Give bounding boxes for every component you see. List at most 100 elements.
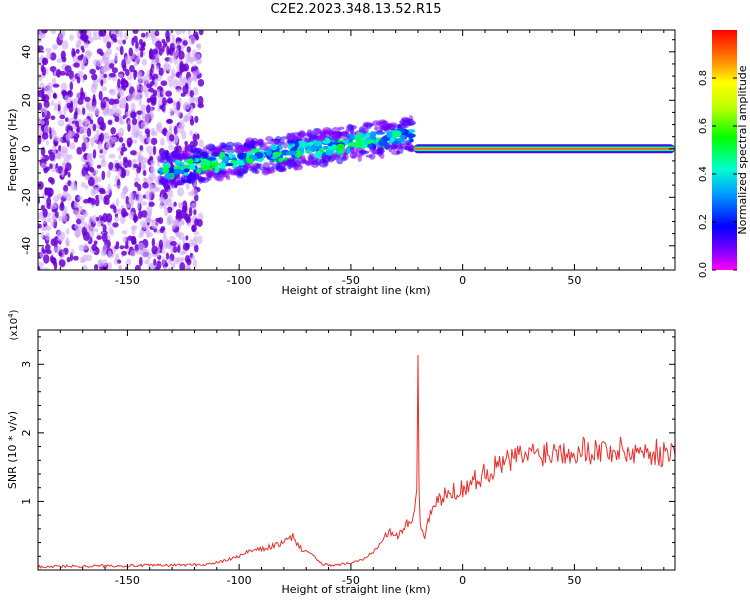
spectrogram-noise-speckle bbox=[175, 88, 182, 94]
snr-multiplier-base: (x10 bbox=[9, 318, 20, 341]
spectrogram-noise-speckle bbox=[93, 59, 100, 67]
spectrogram-noise-speckle bbox=[38, 223, 42, 229]
spectrogram-noise-speckle bbox=[193, 230, 200, 236]
spectrogram-signal-blob bbox=[278, 157, 283, 163]
spectrogram-noise-speckle bbox=[53, 136, 60, 142]
spectrogram-signal-blob bbox=[299, 154, 306, 162]
spectrogram-signal-blob bbox=[297, 140, 306, 148]
spectrogram-noise-speckle bbox=[81, 142, 87, 152]
spectrogram-noise-speckle bbox=[170, 245, 174, 254]
spectrogram-noise-speckle bbox=[92, 93, 96, 103]
spectrogram-noise-speckle bbox=[86, 153, 92, 162]
spectrogram-noise-speckle bbox=[188, 206, 193, 217]
spectrogram-noise-speckle bbox=[131, 117, 138, 126]
spectrogram-signal-blob bbox=[220, 170, 226, 175]
spectrogram-noise-speckle bbox=[95, 194, 100, 200]
spectrogram-signal-blob bbox=[400, 145, 411, 150]
spectrogram-x-tick-label: 0 bbox=[459, 274, 466, 287]
spectrogram-noise-speckle bbox=[152, 48, 159, 55]
spectrogram-noise-speckle bbox=[72, 106, 77, 111]
spectrogram-noise-speckle bbox=[117, 132, 124, 137]
spectrogram-noise-speckle bbox=[158, 196, 165, 203]
spectrogram-noise-speckle bbox=[85, 254, 93, 262]
spectrogram-noise-speckle bbox=[167, 267, 173, 270]
spectrogram-noise-speckle bbox=[118, 154, 122, 160]
spectrogram-noise-speckle bbox=[146, 205, 153, 213]
spectrogram-noise-speckle bbox=[116, 208, 121, 213]
spectrogram-noise-speckle bbox=[56, 68, 62, 78]
spectrogram-noise-speckle bbox=[150, 30, 155, 41]
spectrogram-noise-speckle bbox=[170, 262, 176, 269]
spectrogram-noise-speckle bbox=[136, 70, 143, 78]
spectrogram-noise-speckle bbox=[101, 170, 106, 181]
spectrogram-noise-speckle bbox=[142, 164, 146, 171]
spectrogram-noise-speckle bbox=[197, 95, 204, 106]
spectrogram-noise-speckle bbox=[59, 70, 66, 76]
spectrogram-noise-speckle bbox=[40, 266, 45, 270]
spectrogram-noise-speckle bbox=[101, 56, 108, 64]
spectrogram-noise-speckle bbox=[146, 145, 153, 154]
spectrogram-noise-speckle bbox=[175, 211, 182, 219]
spectrogram-signal-blob bbox=[388, 124, 396, 129]
spectrogram-noise-speckle bbox=[83, 42, 89, 49]
spectrogram-signal-blob bbox=[325, 128, 333, 136]
spectrogram-noise-speckle bbox=[101, 266, 107, 270]
spectrogram-noise-speckle bbox=[93, 240, 98, 245]
spectrogram-noise-speckle bbox=[173, 201, 177, 207]
spectrogram-noise-speckle bbox=[91, 243, 98, 252]
spectrogram-noise-speckle bbox=[93, 175, 99, 185]
spectrogram-noise-speckle bbox=[136, 123, 140, 133]
spectrogram-noise-speckle bbox=[186, 258, 192, 266]
spectrogram-noise-speckle bbox=[59, 203, 65, 211]
spectrogram-noise-speckle bbox=[91, 73, 98, 81]
spectrogram-noise-speckle bbox=[172, 246, 178, 253]
spectrogram-signal-blob bbox=[164, 172, 173, 180]
spectrogram-noise-speckle bbox=[184, 140, 188, 146]
spectrogram-signal-blob bbox=[187, 158, 194, 165]
spectrogram-noise-speckle bbox=[166, 99, 174, 104]
spectrogram-signal-blob bbox=[325, 149, 335, 155]
spectrogram-noise-speckle bbox=[193, 72, 198, 83]
spectrogram-ylabel: Frequency (Hz) bbox=[6, 109, 19, 192]
spectrogram-noise-speckle bbox=[77, 195, 83, 201]
spectrogram-noise-speckle bbox=[166, 214, 173, 225]
spectrogram-noise-speckle bbox=[179, 63, 186, 73]
spectrogram-noise-speckle bbox=[141, 109, 146, 118]
spectrogram-noise-speckle bbox=[141, 58, 148, 66]
spectrogram-noise-speckle bbox=[69, 81, 74, 91]
spectrogram-noise-speckle bbox=[119, 30, 123, 39]
spectrogram-noise-speckle bbox=[56, 152, 63, 157]
spectrogram-signal-blob bbox=[172, 152, 177, 156]
spectrogram-noise-speckle bbox=[117, 259, 122, 264]
spectrogram-y-tick-label: 40 bbox=[20, 45, 33, 59]
spectrogram-noise-speckle bbox=[84, 96, 91, 103]
spectrogram-noise-speckle bbox=[166, 199, 173, 207]
spectrogram-noise-speckle bbox=[117, 168, 122, 176]
spectrogram-noise-speckle bbox=[151, 237, 156, 248]
colorbar-ticks: 0.0 0.2 0.4 0.6 0.8 bbox=[698, 70, 737, 278]
spectrogram-signal-blob bbox=[379, 151, 385, 160]
spectrogram-signal-blob bbox=[206, 157, 216, 161]
snr-multiplier-exponent: 4 bbox=[7, 313, 15, 318]
snr-ylabel: SNR (10 * v/v) bbox=[6, 411, 19, 489]
spectrogram-noise-speckle bbox=[127, 120, 132, 125]
spectrogram-noise-speckle bbox=[66, 256, 71, 263]
spectrogram-signal-blob bbox=[345, 128, 350, 135]
snr-y-tick-label: 3 bbox=[20, 361, 33, 368]
spectrogram-noise-speckle bbox=[47, 217, 52, 223]
spectrogram-noise-speckle bbox=[163, 63, 167, 73]
spectrogram-noise-speckle bbox=[109, 108, 116, 116]
spectrogram-noise-speckle bbox=[178, 78, 184, 88]
spectrogram-noise-speckle bbox=[171, 68, 176, 76]
spectrogram-noise-speckle bbox=[73, 136, 79, 143]
spectrogram-signal-blob bbox=[405, 141, 411, 146]
spectrogram-noise-speckle bbox=[121, 230, 128, 235]
spectrogram-noise-speckle bbox=[179, 250, 185, 256]
spectrogram-noise-speckle bbox=[119, 115, 124, 125]
spectrogram-noise-speckle bbox=[65, 162, 72, 171]
spectrogram-noise-speckle bbox=[132, 90, 139, 99]
spectrogram-noise-speckle bbox=[125, 258, 132, 266]
spectrogram-noise-speckle bbox=[92, 149, 97, 159]
spectrogram-noise-speckle bbox=[87, 176, 95, 187]
